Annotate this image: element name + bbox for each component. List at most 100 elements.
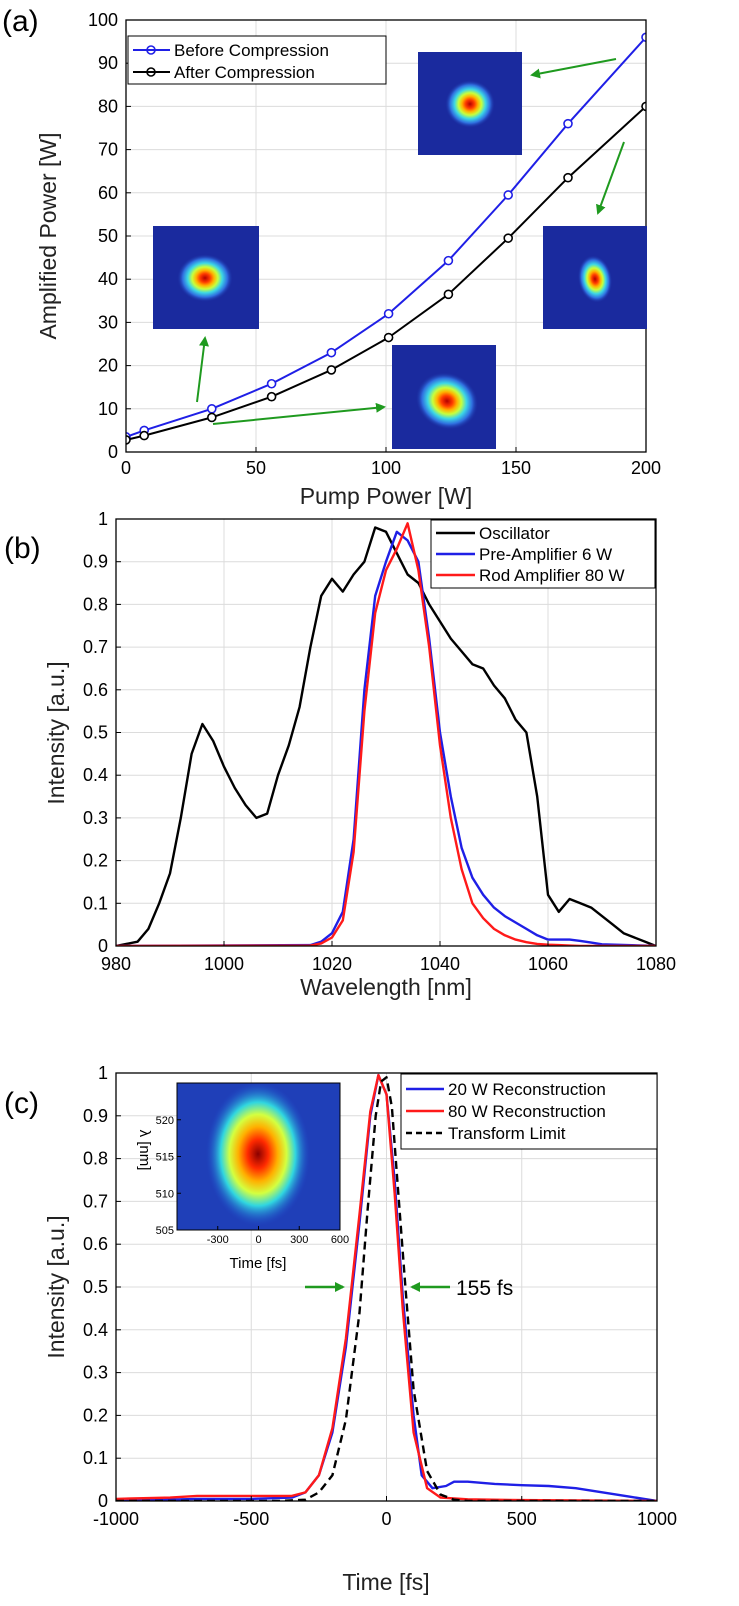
legend-label-preamp: Pre-Amplifier 6 W	[479, 545, 612, 564]
y-tick-label: 1	[98, 1063, 108, 1083]
y-tick-label: 80	[98, 96, 118, 116]
panel-b-x-axis-label: Wavelength [nm]	[300, 974, 472, 1000]
x-tick-label: 100	[371, 458, 401, 478]
x-tick-label: 0	[381, 1509, 391, 1529]
arrow-to-low-power-before	[196, 336, 209, 403]
y-tick-label: 0.3	[83, 808, 108, 828]
panel-a-legend: Before Compression After Compression	[127, 35, 387, 85]
y-tick-label: 0.6	[83, 680, 108, 700]
frog-inset: -300 0 300 600 505 510 515 520 Time [fs] λ [nm…	[136, 1082, 349, 1272]
arrow-to-full-power-after	[596, 141, 625, 215]
legend-label-oscillator: Oscillator	[479, 524, 550, 543]
x-tick-label: 0	[121, 458, 131, 478]
x-tick-label: 1020	[312, 954, 352, 974]
data-point-after-compression	[207, 412, 217, 423]
series-line-pre-amplifier-6-w	[116, 530, 656, 946]
y-tick-label: 0.2	[83, 851, 108, 871]
panel-c-y-ticks: 0 0.1 0.2 0.3 0.4 0.5 0.6 0.7 0.8 0.9 1	[83, 1063, 121, 1511]
legend-label-rod: Rod Amplifier 80 W	[479, 566, 625, 585]
panel-b-chart: (b) 980 1000 1020 1040 1060 1080 0 0.1 0.2 0.3 0.…	[4, 509, 676, 1000]
legend-label-after: After Compression	[174, 63, 315, 82]
y-tick-label: 90	[98, 53, 118, 73]
y-tick-label: 70	[98, 140, 118, 160]
data-point-after-compression	[326, 365, 337, 375]
beam-profile-full-power-after	[543, 226, 647, 329]
y-tick-label: 60	[98, 183, 118, 203]
y-tick-label: 0.2	[83, 1405, 108, 1425]
panel-a-series	[126, 32, 646, 445]
y-tick-label: 0.4	[83, 765, 108, 785]
inset-x-tick-label: -300	[207, 1234, 229, 1246]
x-tick-label: 150	[501, 458, 531, 478]
panel-b-legend: Oscillator Pre-Amplifier 6 W Rod Amplifi…	[430, 519, 656, 589]
y-tick-label: 0.9	[83, 1106, 108, 1126]
data-point-after-compression	[126, 435, 131, 445]
arrow-to-full-power-before	[530, 58, 617, 79]
data-point-after-compression	[266, 391, 277, 402]
panel-a-y-ticks: 0 10 20 30 40 50 60 70 80 90 100	[88, 10, 131, 462]
y-tick-label: 0.9	[83, 552, 108, 572]
legend-label-80w: 80 W Reconstruction	[448, 1102, 606, 1121]
panel-a-y-axis-label: Amplified Power [W]	[35, 132, 61, 339]
y-tick-label: 1	[98, 509, 108, 529]
frog-inset-x-label: Time [fs]	[230, 1255, 287, 1272]
panel-b-y-axis-label: Intensity [a.u.]	[43, 661, 69, 804]
inset-x-tick-label: 600	[331, 1234, 349, 1246]
data-point-after-compression	[563, 172, 573, 183]
panel-c-legend: 20 W Reconstruction 80 W Reconstruction …	[400, 1073, 658, 1150]
y-tick-label: 0	[108, 442, 118, 462]
inset-y-tick-label: 510	[156, 1188, 174, 1200]
inset-y-tick-label: 520	[156, 1115, 174, 1127]
y-tick-label: 40	[98, 269, 118, 289]
y-tick-label: 0.4	[83, 1320, 108, 1340]
y-tick-label: 10	[98, 399, 118, 419]
x-tick-label: 1040	[420, 954, 460, 974]
panel-a-chart: (a) 0 50 100 150 200 0102030405060708090100 …	[2, 5, 661, 509]
y-tick-label: 0.8	[83, 594, 108, 614]
series-line-before-compression	[126, 36, 646, 438]
x-tick-label: 500	[507, 1509, 537, 1529]
panel-c-letter: (c)	[4, 1087, 39, 1120]
data-point-before-compression	[443, 255, 454, 266]
panel-c-chart: (c) -1000 -500 0 500 1000 0 0.1 0.2 0.3 0.4 0.5 0.…	[4, 1063, 677, 1595]
series-line-transform-limit	[116, 1076, 657, 1501]
legend-marker-before	[146, 45, 156, 55]
beam-profile-full-power-before	[418, 52, 522, 155]
inset-x-tick-label: 0	[255, 1234, 261, 1246]
panel-a-letter: (a)	[2, 5, 39, 38]
data-point-before-compression	[383, 308, 394, 319]
y-tick-label: 0.1	[83, 1448, 108, 1468]
data-point-before-compression	[207, 403, 217, 414]
frog-inset-trace	[206, 1082, 310, 1226]
frog-inset-x-ticks: -300 0 300 600	[207, 1226, 349, 1246]
inset-y-tick-label: 515	[156, 1152, 174, 1164]
x-tick-label: 1060	[528, 954, 568, 974]
legend-marker-after	[146, 67, 156, 77]
x-tick-label: 50	[246, 458, 266, 478]
y-tick-label: 0.5	[83, 723, 108, 743]
y-tick-label: 0.7	[83, 1191, 108, 1211]
y-tick-label: 0.7	[83, 637, 108, 657]
x-tick-label: -500	[233, 1509, 269, 1529]
frog-inset-y-ticks: 505 510 515 520	[156, 1115, 181, 1237]
beam-profile-low-power-after	[392, 345, 496, 449]
y-tick-label: 20	[98, 356, 118, 376]
panel-b-x-ticks: 980 1000 1020 1040 1060 1080	[101, 941, 676, 974]
data-point-after-compression	[503, 233, 514, 243]
series-line-rod-amplifier-80-w	[116, 522, 656, 946]
data-point-before-compression	[326, 347, 337, 358]
x-tick-label: 200	[631, 458, 661, 478]
y-tick-label: 30	[98, 312, 118, 332]
inset-x-tick-label: 300	[290, 1234, 308, 1246]
arrow-to-low-power-after	[212, 402, 386, 425]
legend-label-tl: Transform Limit	[448, 1124, 566, 1143]
panel-a-x-axis-label: Pump Power [W]	[300, 483, 473, 509]
y-tick-label: 0.1	[83, 893, 108, 913]
data-point-before-compression	[503, 190, 514, 200]
series-line-after-compression	[126, 105, 646, 441]
panel-b-series	[116, 522, 656, 946]
x-tick-label: 1080	[636, 954, 676, 974]
y-tick-label: 0.5	[83, 1277, 108, 1297]
y-tick-label: 0	[98, 936, 108, 956]
